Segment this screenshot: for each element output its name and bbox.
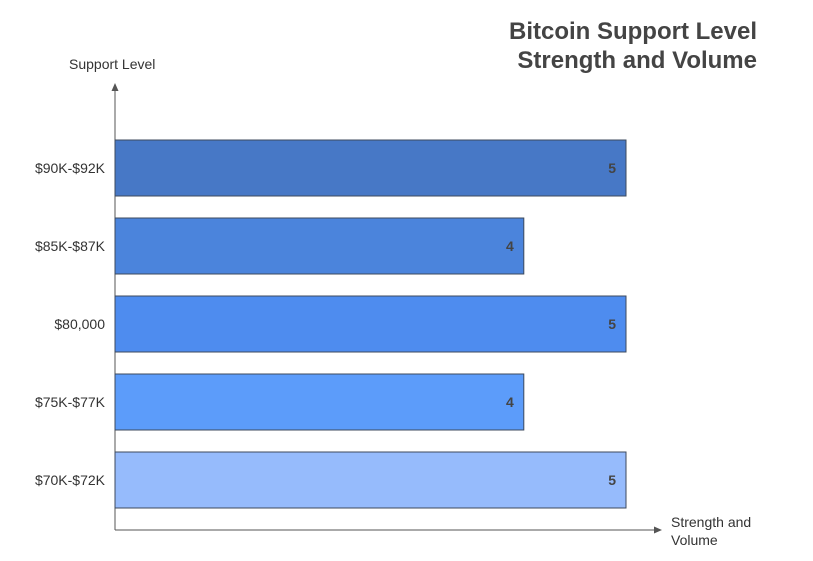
y-tick-label: $75K-$77K [35, 394, 106, 410]
y-tick-label: $80,000 [54, 316, 105, 332]
x-axis-label-line-1: Strength and [671, 514, 751, 530]
bar [114, 373, 525, 431]
bar [114, 451, 627, 509]
bar [114, 217, 525, 275]
chart-title-line-2: Strength and Volume [517, 47, 757, 74]
chart-title: Bitcoin Support Level Strength and Volum… [480, 17, 757, 75]
chart-title-line-1: Bitcoin Support Level [508, 18, 757, 45]
bars [114, 139, 627, 509]
y-tick-label: $90K-$92K [35, 160, 106, 176]
y-tick-labels: $90K-$92K $85K-$87K $80,000 $75K-$77K $70K-$… [35, 160, 106, 488]
y-tick-label: $85K-$87K [35, 238, 106, 254]
y-axis-arrow-icon [111, 83, 119, 91]
bar [114, 139, 627, 197]
data-label: 5 [608, 160, 616, 176]
data-label: 4 [506, 238, 514, 254]
y-tick-label: $70K-$72K [35, 472, 106, 488]
data-label: 5 [608, 472, 616, 488]
x-axis-label-line-2: Volume [671, 532, 718, 548]
x-axis: Strength and Volume [115, 514, 751, 548]
x-axis-arrow-icon [654, 526, 662, 534]
data-label: 5 [608, 316, 616, 332]
bar [114, 295, 627, 353]
data-labels: 5 4 5 4 5 [506, 160, 616, 488]
y-axis-label: Support Level [69, 56, 155, 72]
data-label: 4 [506, 394, 514, 410]
